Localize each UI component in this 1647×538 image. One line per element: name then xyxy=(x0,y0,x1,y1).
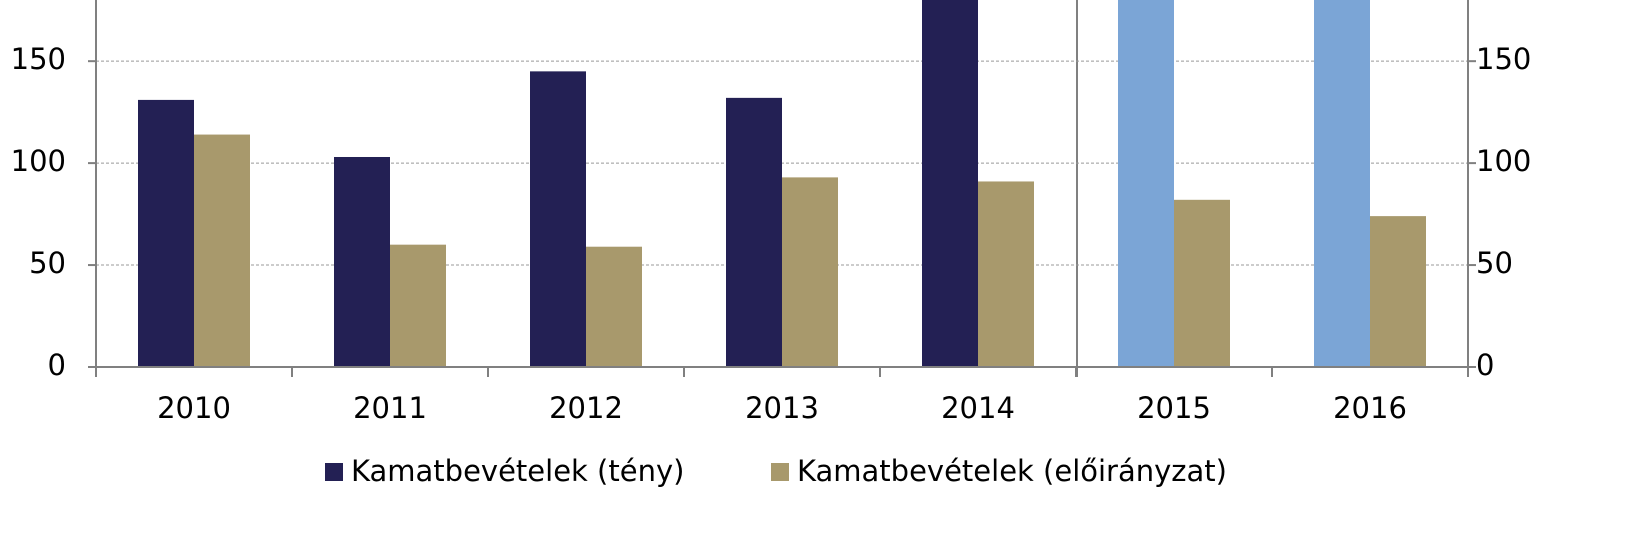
bar xyxy=(334,156,390,367)
bar xyxy=(1118,0,1174,367)
x-tick-label: 2015 xyxy=(1137,391,1211,425)
legend-swatch xyxy=(325,463,343,481)
x-tick-label: 2013 xyxy=(745,391,819,425)
x-tick-label: 2014 xyxy=(941,391,1015,425)
y-tick-label: 0 xyxy=(48,348,66,382)
x-tick-label: 2011 xyxy=(353,391,427,425)
bar xyxy=(1314,0,1370,367)
legend-label: Kamatbevételek (előirányzat) xyxy=(797,454,1227,488)
bar xyxy=(922,0,978,367)
bar xyxy=(194,134,250,367)
y2-tick-label: 100 xyxy=(1476,144,1531,178)
bar xyxy=(1370,216,1426,367)
bar xyxy=(390,244,446,367)
legend-swatch xyxy=(771,463,789,481)
bar xyxy=(138,99,194,368)
bar xyxy=(1174,199,1230,367)
y-tick-label: 150 xyxy=(11,42,66,76)
y2-tick-label: 150 xyxy=(1476,42,1531,76)
x-tick-label: 2016 xyxy=(1333,391,1407,425)
y2-tick-label: 0 xyxy=(1476,348,1494,382)
x-tick-label: 2012 xyxy=(549,391,623,425)
bar xyxy=(726,97,782,367)
bar xyxy=(782,177,838,367)
y-tick-label: 50 xyxy=(29,246,66,280)
x-tick-label: 2010 xyxy=(157,391,231,425)
bar xyxy=(586,246,642,367)
y2-tick-label: 50 xyxy=(1476,246,1513,280)
bar xyxy=(978,181,1034,367)
bar xyxy=(530,71,586,367)
legend-label: Kamatbevételek (tény) xyxy=(351,454,684,488)
y-tick-label: 100 xyxy=(11,144,66,178)
